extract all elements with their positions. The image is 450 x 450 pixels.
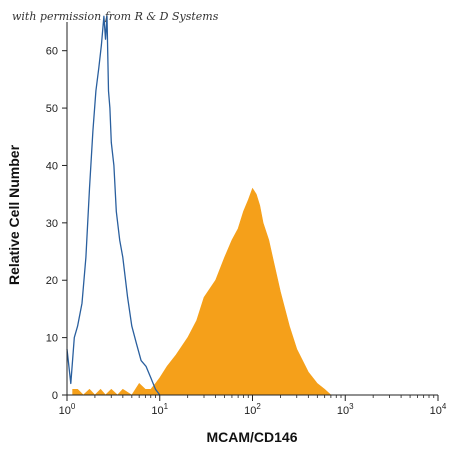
- x-tick-label: 103: [337, 402, 354, 417]
- y-axis-ticks: 0 10 20 30 40 50 60: [46, 46, 67, 402]
- x-tick-label: 102: [244, 402, 261, 417]
- filled-histogram-series: [72, 187, 332, 396]
- y-tick-label: 20: [46, 275, 58, 287]
- y-tick-label: 30: [46, 218, 58, 230]
- series-layer: [66, 15, 332, 396]
- credit-text: with permission from R & D Systems: [12, 10, 219, 23]
- x-tick-label: 104: [430, 402, 447, 417]
- y-axis-title: Relative Cell Number: [6, 144, 22, 285]
- y-tick-label: 0: [52, 390, 58, 402]
- y-tick-label: 10: [46, 333, 58, 345]
- x-tick-label: 101: [151, 402, 168, 417]
- x-axis-ticks: 100 101 102 103 104: [59, 395, 447, 417]
- x-axis-title: MCAM/CD146: [206, 429, 297, 445]
- y-tick-label: 50: [46, 103, 58, 115]
- outline-histogram-series: [66, 15, 161, 396]
- x-tick-label: 100: [59, 402, 76, 417]
- y-tick-label: 60: [46, 46, 58, 58]
- y-tick-label: 40: [46, 160, 58, 172]
